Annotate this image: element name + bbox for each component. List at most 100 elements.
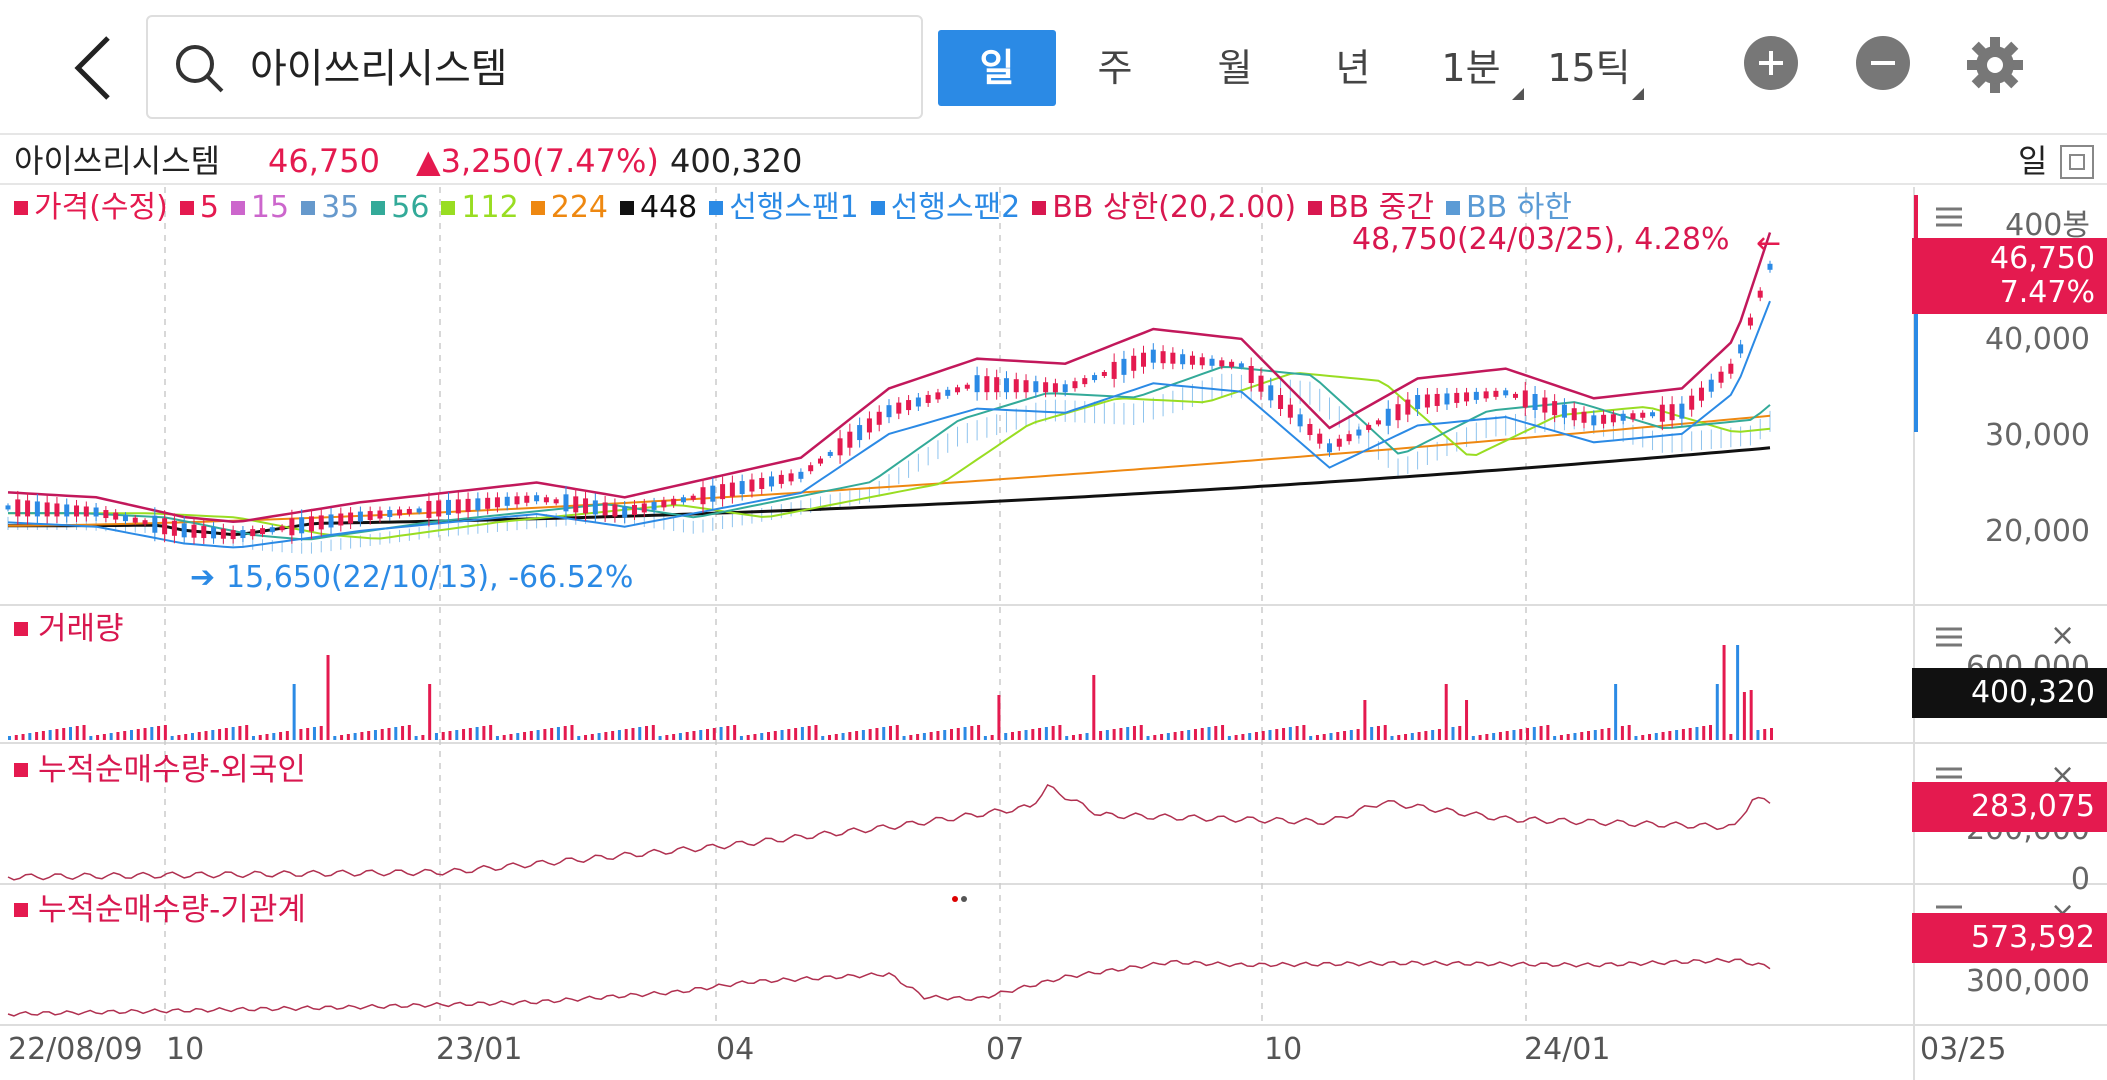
candle-body	[357, 511, 363, 522]
volume-bar	[434, 733, 438, 740]
volume-bar	[28, 733, 32, 740]
candle-body	[338, 513, 344, 526]
candle-body	[1199, 357, 1205, 366]
volume-bar	[963, 727, 967, 740]
candle-body	[1101, 371, 1107, 376]
legend-item: 5	[179, 190, 219, 225]
volume-bar	[1512, 730, 1516, 740]
candle-body	[201, 526, 207, 539]
candle-body	[964, 384, 970, 389]
volume-bar	[1559, 735, 1563, 740]
volume-bar	[48, 730, 52, 740]
volume-bar	[21, 734, 25, 740]
tab-minute[interactable]: 1분	[1441, 46, 1501, 90]
candle-body	[1092, 375, 1098, 381]
candle-body	[181, 523, 187, 538]
chart-canvas[interactable]	[0, 187, 2107, 1080]
candle-body	[1679, 403, 1685, 419]
tab-year[interactable]: 년	[1335, 46, 1371, 90]
volume-bar	[407, 725, 411, 740]
candle-body	[827, 451, 833, 456]
volume-bar	[909, 735, 913, 740]
price-change: ▲3,250(7.47%)	[416, 142, 659, 180]
volume-bar	[123, 731, 127, 740]
candle-body	[308, 516, 314, 532]
gear-icon	[1967, 37, 2023, 93]
candle-body	[1268, 385, 1274, 401]
volume-bar	[394, 727, 398, 740]
candle-body	[348, 512, 354, 524]
period-indicator: 일	[2018, 142, 2048, 180]
candle-body	[543, 497, 549, 503]
close-icon[interactable]: ×	[2050, 618, 2076, 653]
volume-bar	[1458, 726, 1462, 740]
volume-bar	[726, 726, 730, 740]
tab-tick[interactable]: 15틱	[1547, 46, 1631, 90]
volume-bar	[1702, 726, 1706, 740]
tab-week[interactable]: 주	[1097, 46, 1133, 90]
volume-bar	[346, 734, 350, 740]
expand-toggle-icon[interactable]	[2060, 145, 2094, 179]
search-icon	[176, 45, 224, 93]
settings-button[interactable]	[1966, 36, 2024, 94]
tab-day[interactable]: 일	[938, 30, 1056, 106]
candle-body	[1248, 366, 1254, 383]
volume-bar	[1166, 733, 1170, 740]
volume-bar	[1044, 727, 1048, 740]
foreign-cumulative-line	[7, 783, 1771, 881]
volume-bar	[821, 736, 825, 740]
candle-body	[1571, 408, 1577, 421]
candle-body	[534, 495, 540, 502]
search-input[interactable]: 아이쓰리시스템	[250, 46, 508, 92]
volume-bar	[489, 725, 493, 740]
volume-bar	[373, 730, 377, 740]
candle-body	[749, 479, 755, 492]
volume-bar	[1376, 726, 1380, 740]
volume-bar	[1085, 733, 1089, 740]
badge-price: 46,750	[1990, 241, 2095, 276]
volume-bar	[1214, 726, 1218, 740]
candle-body	[1023, 380, 1029, 393]
back-button[interactable]	[60, 28, 130, 108]
candle-body	[1346, 434, 1352, 442]
volume-bar	[556, 727, 560, 740]
volume-bar	[177, 735, 181, 740]
candle-body	[974, 375, 980, 393]
volume-bar	[468, 728, 472, 740]
volume-bar	[800, 727, 804, 740]
quote-row: 아이쓰리시스템 46,750 ▲3,250(7.47%) 400,320 일	[0, 137, 2107, 185]
legend-item: 448	[620, 190, 697, 225]
candle-body	[504, 496, 510, 506]
dropdown-corner-icon	[1512, 88, 1524, 100]
volume-bar	[1763, 729, 1767, 740]
candle-body	[1728, 363, 1734, 374]
legend-item: 선행스팬1	[709, 190, 859, 225]
volume-bar	[997, 695, 1001, 740]
volume-bar	[109, 733, 113, 740]
stock-name: 아이쓰리시스템	[14, 142, 221, 180]
tab-month[interactable]: 월	[1217, 46, 1253, 90]
zoom-in-button[interactable]	[1744, 36, 1798, 90]
candle-body	[935, 392, 941, 400]
candle-body	[945, 389, 951, 396]
volume-bar	[326, 655, 330, 740]
foreign-zero-tick: 0	[2070, 862, 2090, 897]
volume-bar	[1641, 735, 1645, 740]
candle-body	[612, 504, 618, 517]
volume-bar	[414, 736, 418, 740]
volume-bar	[245, 725, 249, 740]
volume-bar	[1722, 645, 1726, 740]
menu-icon[interactable]	[1936, 206, 1962, 228]
volume-bar	[672, 734, 676, 740]
volume-bar	[41, 731, 45, 740]
volume-panel-label: 거래량	[14, 609, 124, 649]
volume-bar	[197, 732, 201, 740]
volume-bar	[170, 736, 174, 740]
current-price: 46,750	[268, 142, 380, 180]
candle-body	[1238, 363, 1244, 368]
zoom-out-button[interactable]	[1856, 36, 1910, 90]
candle-body	[1052, 383, 1058, 393]
search-box[interactable]: 아이쓰리시스템	[146, 15, 923, 119]
menu-icon[interactable]	[1936, 626, 1962, 648]
volume-bar	[834, 734, 838, 740]
